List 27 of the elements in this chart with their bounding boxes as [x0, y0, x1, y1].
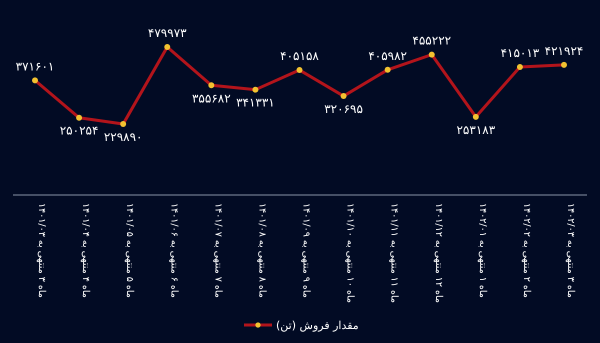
data-label: ۴۰۵۱۵۸ — [280, 49, 320, 64]
x-tick-label: ماه ۳ منتهی به ۱۴۰۲/۰۳ — [565, 203, 576, 298]
x-tick-label: ماه ۱۱ منتهی به ۱۴۰۱/۱۱ — [388, 203, 400, 303]
x-tick-label: ماه ۷ منتهی به ۱۴۰۱/۰۷ — [212, 203, 224, 298]
data-label: ۴۰۵۹۸۲ — [368, 48, 408, 63]
x-tick-label: ماه ۱ منتهی به ۱۴۰۲/۰۱ — [476, 203, 488, 298]
x-tick-label: ماه ۶ منتهی به ۱۴۰۱/۰۶ — [168, 203, 180, 298]
data-label: ۴۱۵۰۱۳ — [500, 46, 540, 60]
legend-label: مقدار فروش (تن) — [276, 319, 359, 332]
data-label: ۴۵۵۲۲۲ — [412, 34, 452, 48]
x-tick-label: ماه ۳ منتهی به ۱۴۰۱/۰۳ — [36, 203, 47, 298]
x-tick-label: ماه ۹ منتهی به ۱۴۰۱/۰۹ — [300, 203, 312, 298]
data-label: ۲۵۳۱۸۳ — [456, 122, 496, 137]
data-label: ۳۴۱۳۳۱ — [236, 96, 275, 110]
x-tick-label: ماه ۱۰ منتهی به ۱۴۰۱/۱۰ — [344, 203, 356, 303]
data-label: ۴۲۱۹۲۴ — [544, 44, 584, 58]
x-tick-label: ماه ۵ منتهی به ۱۴۰۱/۰۵ — [124, 203, 136, 298]
data-label: ۳۵۵۶۸۲ — [192, 91, 231, 106]
data-label: ۳۷۱۶۰۱ — [16, 59, 54, 74]
data-label: ۳۲۰۶۹۵ — [324, 102, 363, 116]
data-label: ۴۷۹۹۷۳ — [148, 26, 188, 40]
data-label: ۲۲۹۸۹۰ — [104, 130, 143, 144]
x-tick-label: ماه ۸ منتهی به ۱۴۰۱/۰۸ — [256, 203, 268, 298]
x-tick-label: ماه ۱۲ منتهی به ۱۴۰۱/۱۲ — [432, 203, 444, 303]
data-label: ۲۵۰۲۵۴ — [60, 124, 98, 138]
x-tick-label: ماه ۴ منتهی به ۱۴۰۱/۰۴ — [80, 203, 92, 298]
x-tick-label: ماه ۲ منتهی به ۱۴۰۲/۰۲ — [520, 203, 532, 298]
